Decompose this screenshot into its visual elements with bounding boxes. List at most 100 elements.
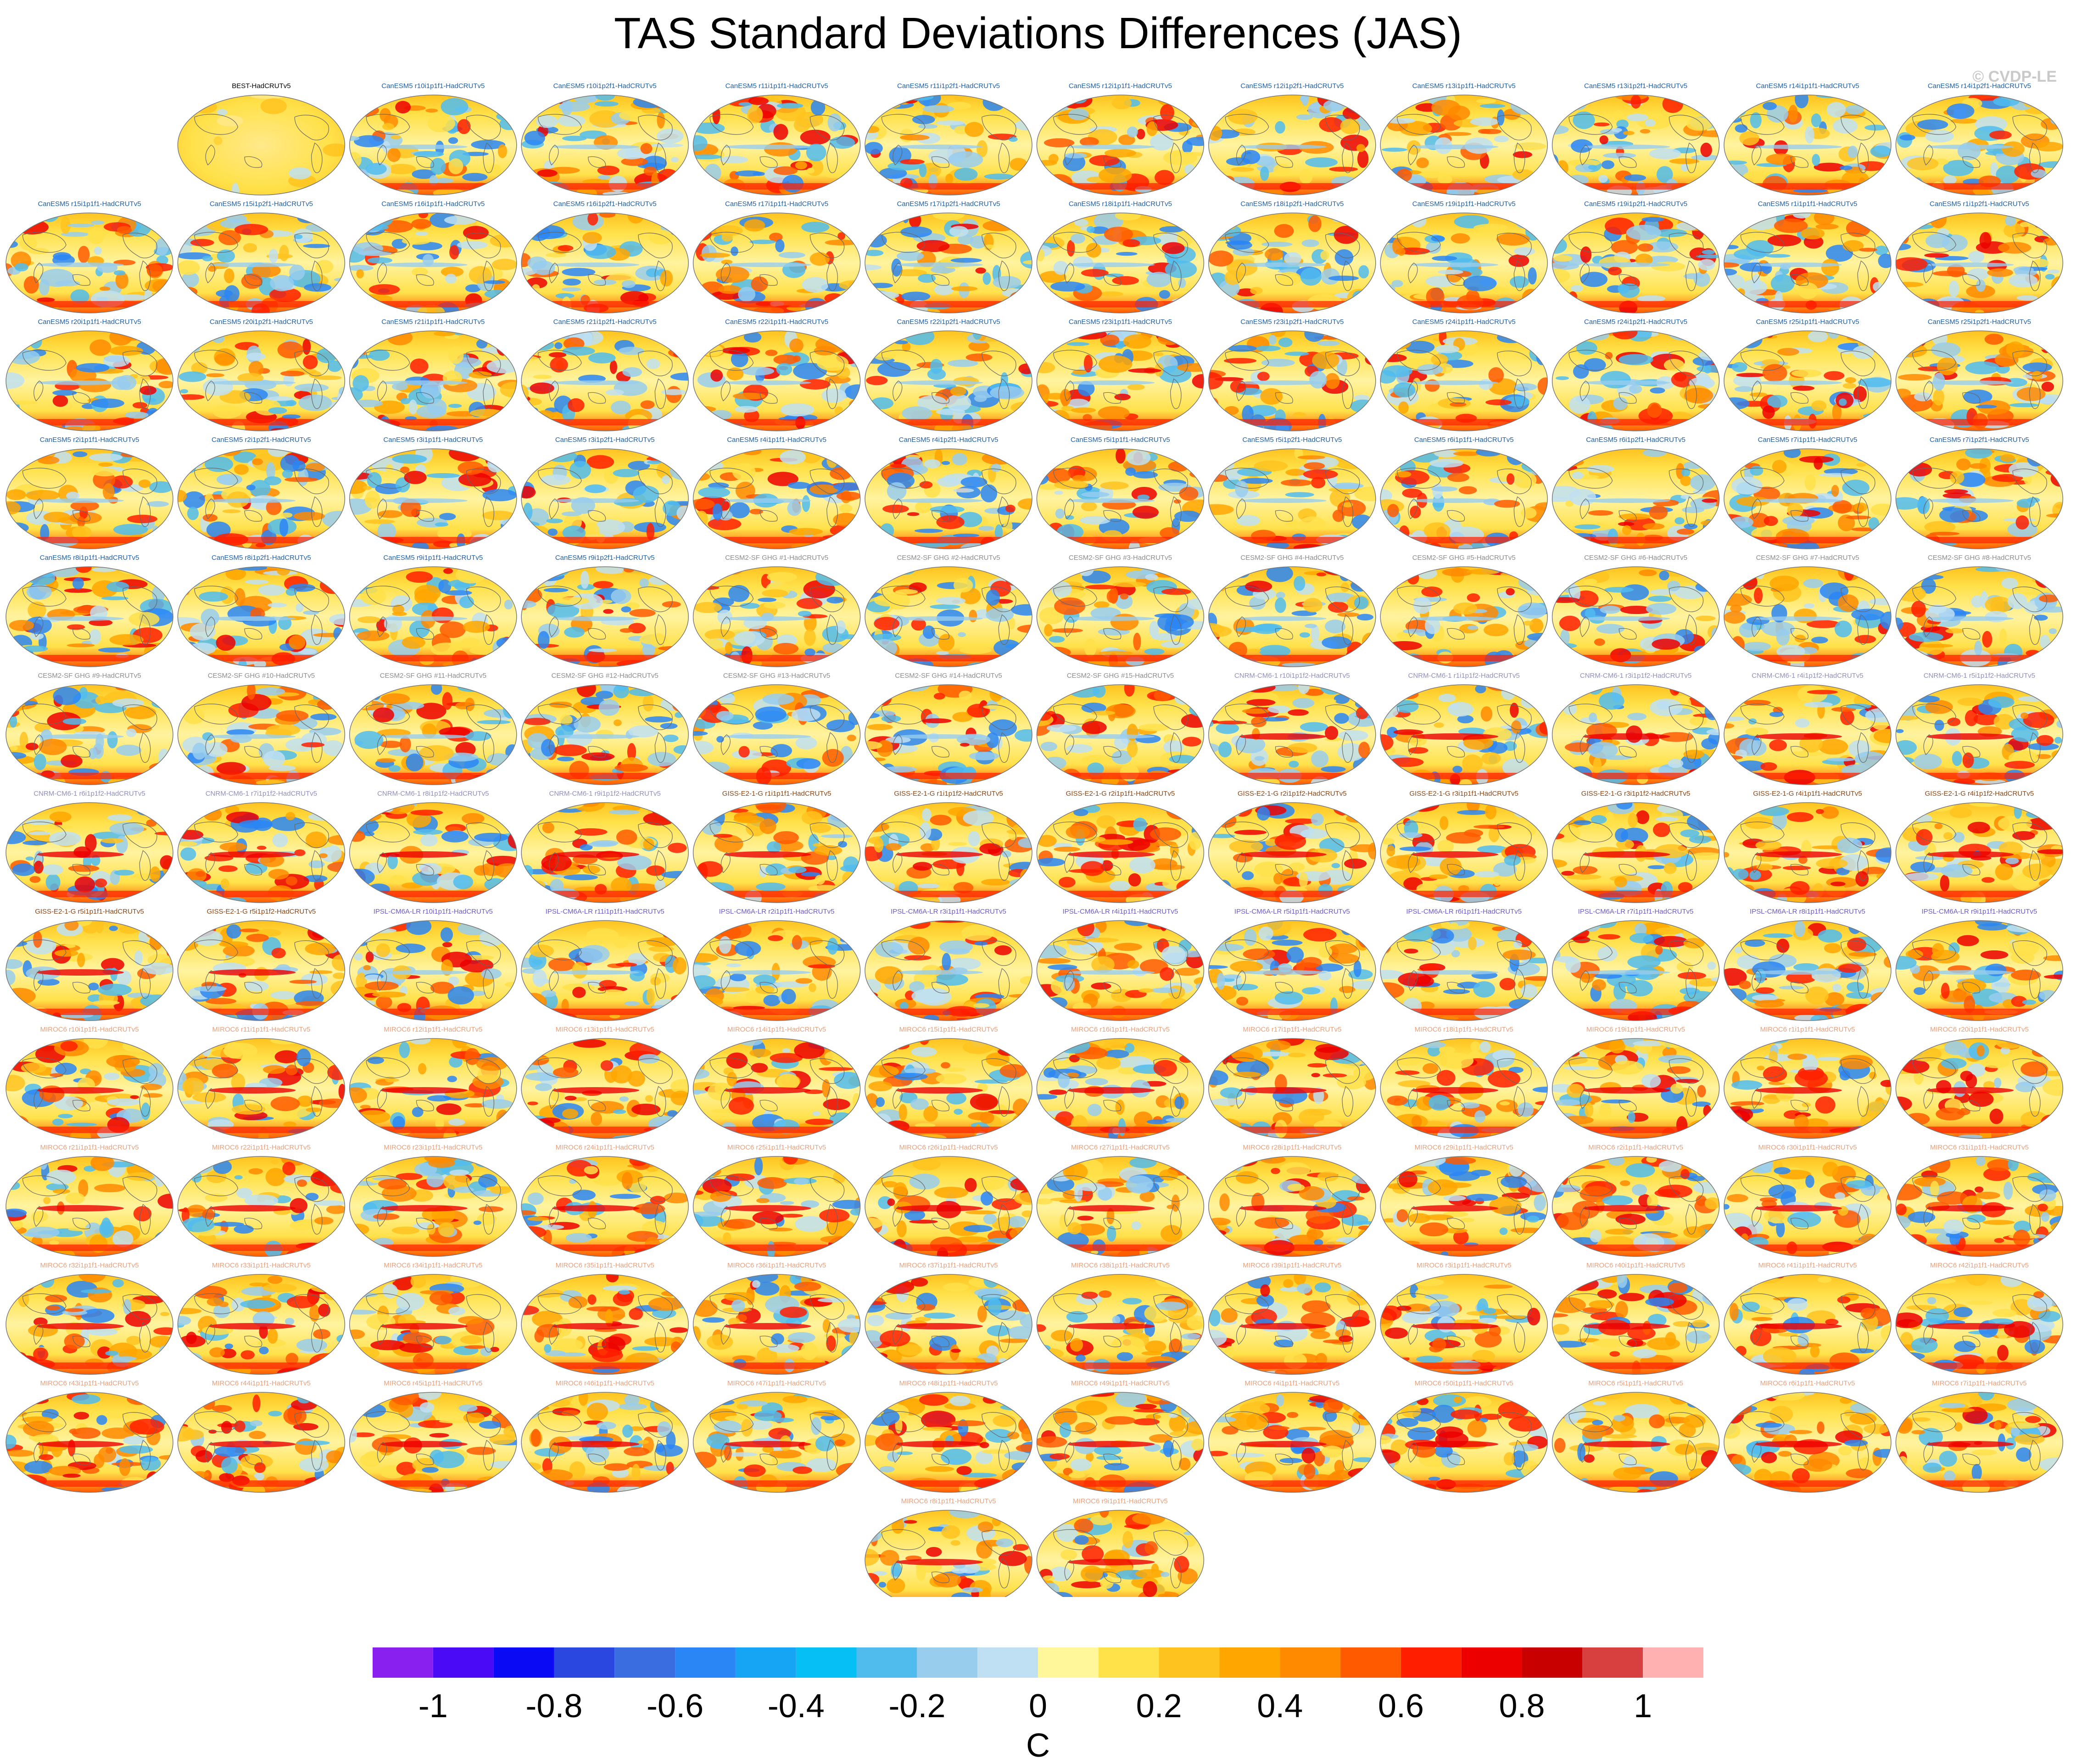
anomaly-patch	[1663, 359, 1685, 371]
anomaly-patch	[1015, 729, 1032, 742]
anomaly-patch	[949, 226, 969, 237]
anomaly-patch	[1386, 332, 1414, 338]
coastline	[72, 746, 91, 758]
coastline	[759, 746, 778, 758]
anomaly-patch	[1334, 454, 1368, 469]
anomaly-patch	[501, 578, 512, 587]
anomaly-patch	[1703, 572, 1719, 577]
anomaly-patch	[1189, 688, 1204, 702]
anomaly-patch	[2050, 470, 2063, 487]
anomaly-patch	[354, 731, 384, 749]
coastline	[1275, 628, 1293, 640]
coastline	[893, 616, 903, 637]
anomaly-patch	[1724, 268, 1737, 276]
coastline	[1568, 703, 1613, 725]
anomaly-patch	[349, 152, 362, 168]
anomaly-patch	[1328, 602, 1348, 613]
coastline	[33, 380, 44, 402]
equatorial-band	[724, 734, 811, 739]
anomaly-patch	[840, 225, 858, 233]
anomaly-patch	[1999, 628, 2007, 645]
anomaly-patch	[839, 768, 860, 781]
coastline	[893, 262, 903, 284]
coastline	[22, 232, 67, 253]
anomaly-patch	[313, 633, 345, 637]
anomaly-patch	[1996, 165, 2020, 184]
anomaly-patch	[1947, 103, 1975, 119]
coastline	[1857, 614, 1869, 645]
map-border	[1208, 330, 1376, 431]
anomaly-patch	[1984, 334, 2004, 345]
anomaly-patch	[204, 493, 214, 511]
anomaly-patch	[1907, 462, 1932, 477]
anomaly-patch	[501, 411, 517, 429]
anomaly-patch	[1659, 732, 1693, 742]
anomaly-patch	[1748, 513, 1770, 528]
map-border	[349, 95, 517, 195]
map-border	[865, 212, 1032, 313]
anomaly-patch	[796, 758, 821, 769]
anomaly-patch	[705, 638, 724, 650]
anomaly-patch	[1871, 347, 1891, 353]
anomaly-patch	[1807, 690, 1838, 694]
anomaly-patch	[263, 750, 285, 768]
coastline	[1579, 262, 1590, 284]
map-border	[1724, 448, 1892, 549]
anomaly-patch	[1010, 291, 1032, 303]
anomaly-patch	[523, 718, 551, 726]
coastline	[1325, 351, 1360, 376]
anomaly-patch	[597, 175, 610, 180]
anomaly-patch	[582, 232, 602, 244]
map-field	[1037, 331, 1204, 431]
anomaly-patch	[865, 541, 882, 546]
anomaly-patch	[986, 732, 999, 748]
anomaly-patch	[521, 299, 530, 310]
coastline	[709, 468, 754, 489]
anomaly-patch	[117, 567, 150, 575]
anomaly-patch	[1527, 653, 1548, 659]
anomaly-patch	[1914, 392, 1932, 402]
anomaly-patch	[521, 296, 539, 301]
coastline	[1752, 262, 1762, 284]
anomaly-patch	[1853, 386, 1867, 402]
anomaly-patch	[1082, 720, 1107, 734]
anomaly-patch	[1086, 243, 1101, 258]
anomaly-patch	[1478, 128, 1491, 134]
map-field	[178, 95, 345, 195]
anomaly-patch	[1761, 359, 1780, 366]
anomaly-patch	[1018, 363, 1032, 374]
map-field	[865, 567, 1032, 667]
anomaly-patch	[28, 571, 56, 586]
anomaly-patch	[127, 514, 157, 524]
anomaly-patch	[1112, 581, 1146, 587]
panel-label: CESM2-SF GHG #8-HadCRUTv5	[1928, 554, 2031, 562]
anomaly-patch	[1457, 715, 1474, 724]
anomaly-patch	[1015, 225, 1031, 230]
anomaly-patch	[1612, 128, 1622, 132]
anomaly-patch	[574, 716, 601, 733]
anomaly-patch	[1518, 602, 1547, 619]
map-border	[865, 448, 1032, 549]
anomaly-patch	[1380, 283, 1395, 295]
anomaly-patch	[894, 340, 908, 345]
anomaly-patch	[953, 488, 974, 493]
anomaly-patch	[865, 567, 889, 575]
southern-ocean-band	[178, 537, 345, 543]
anomaly-patch	[1681, 468, 1691, 477]
anomaly-patch	[61, 232, 89, 237]
anomaly-patch	[748, 97, 769, 105]
anomaly-patch	[146, 264, 163, 277]
anomaly-patch	[178, 490, 187, 502]
panel-label: CanESM5 r14i1p1f1-HadCRUTv5	[1756, 82, 1859, 90]
panel-label: CanESM5 r1i1p2f1-HadCRUTv5	[1930, 200, 2029, 208]
map-field	[6, 449, 173, 549]
coastline	[1103, 392, 1122, 404]
anomaly-patch	[1701, 685, 1719, 694]
anomaly-patch	[825, 173, 853, 179]
map-border	[1380, 566, 1548, 667]
anomaly-patch	[661, 389, 686, 396]
equatorial-band	[1926, 380, 2014, 385]
southern-ocean-band	[6, 537, 173, 543]
anomaly-patch	[954, 167, 978, 181]
anomaly-patch	[1730, 604, 1742, 613]
